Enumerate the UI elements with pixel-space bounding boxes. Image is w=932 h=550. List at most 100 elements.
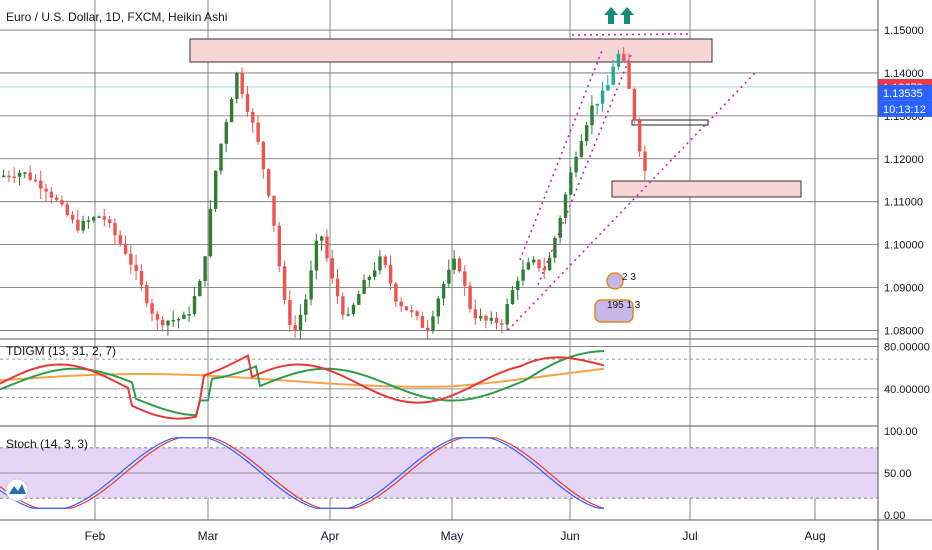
candle-body <box>145 284 149 304</box>
price-tick-label: 1.09000 <box>884 283 924 295</box>
price-pane[interactable]: 2 3 195 1 3 1.150001.140001.130001.12000… <box>0 0 932 520</box>
candle-body <box>532 259 536 263</box>
candle-body <box>351 304 356 315</box>
candle-body <box>457 258 462 272</box>
month-tick-label: Aug <box>804 529 825 543</box>
candle-body <box>293 324 297 331</box>
tradingview-logo-icon <box>5 478 29 502</box>
candle-body <box>574 156 578 173</box>
candle-body <box>49 191 54 198</box>
candle-body <box>55 197 59 201</box>
candle-body <box>643 151 647 171</box>
tdigm-green-line <box>0 350 605 417</box>
time-axis[interactable]: Feb Mar Apr May Jun Jul Aug <box>85 529 826 543</box>
candle-body <box>176 318 181 321</box>
candle-body <box>510 289 515 305</box>
candle-body <box>542 268 546 271</box>
candle-body <box>282 266 287 300</box>
candle-body <box>76 219 80 231</box>
candle-body <box>198 280 202 297</box>
candle-body <box>362 279 366 294</box>
candle-body <box>547 257 552 271</box>
candle-body <box>325 236 329 259</box>
candle-body <box>304 299 308 315</box>
candle-body <box>288 299 292 325</box>
candle-body <box>33 179 38 182</box>
month-tick-label: May <box>441 529 464 543</box>
candle-body <box>431 316 435 331</box>
candle-body <box>187 314 191 316</box>
supply-zone[interactable] <box>189 38 713 63</box>
svg-text:10:13:12: 10:13:12 <box>883 104 926 116</box>
tdigm-legend: TDIGM (13, 31, 2, 7) <box>6 344 117 358</box>
candle-body <box>632 88 637 121</box>
candle-body <box>585 125 589 142</box>
candle-body <box>436 298 440 317</box>
candle-body <box>373 270 377 277</box>
fib-label-bottom: 195 1 3 <box>607 300 641 311</box>
candle-body <box>600 90 605 104</box>
stoch-grid <box>0 447 878 499</box>
month-tick-label: Mar <box>198 529 219 543</box>
stoch-k-line <box>0 437 604 509</box>
tdigm-lines <box>0 350 605 420</box>
resistance-line[interactable] <box>631 119 709 126</box>
candles <box>2 47 647 340</box>
stoch-lines <box>0 437 605 509</box>
candle-body <box>388 264 393 284</box>
candle-body <box>420 315 425 328</box>
tdigm-grid <box>0 346 878 398</box>
svg-text:1.13535: 1.13535 <box>883 88 923 100</box>
tdigm-tick-label: 40.00000 <box>884 384 930 396</box>
candle-body <box>23 172 27 174</box>
stoch-pane[interactable]: 100.00 50.00 0.00 <box>0 426 918 522</box>
candle-body <box>526 262 531 270</box>
trend-lines[interactable] <box>507 33 757 331</box>
candle-body <box>277 225 281 267</box>
candle-body <box>404 306 409 311</box>
candle-body <box>272 195 276 226</box>
tdigm-red-line <box>0 354 605 420</box>
price-grid <box>0 0 878 520</box>
month-tick-label: Apr <box>321 529 340 543</box>
top-trend-line <box>571 33 691 36</box>
candle-body <box>627 60 631 89</box>
candle-body <box>219 143 223 171</box>
candle-body <box>357 293 361 305</box>
candle-body <box>595 103 599 106</box>
candle-body <box>521 269 525 281</box>
candle-body <box>92 217 96 221</box>
stoch-axis: 100.00 50.00 0.00 <box>884 426 918 522</box>
candle-body <box>468 285 472 310</box>
price-tick-label: 1.15000 <box>884 25 924 37</box>
candle-body <box>579 141 584 157</box>
candle-body <box>394 283 398 302</box>
tdigm-pane[interactable]: 80.00000 40.00000 <box>0 341 930 420</box>
candle-body <box>452 258 456 270</box>
price-tick-label: 1.12000 <box>884 154 924 166</box>
candle-body <box>553 237 557 258</box>
candle-body <box>494 317 499 324</box>
demand-zone[interactable] <box>611 180 802 198</box>
candle-body <box>463 271 467 286</box>
candle-body <box>622 53 626 61</box>
candle-body <box>240 72 244 95</box>
stoch-d-line <box>0 437 605 509</box>
candle-body <box>335 278 340 297</box>
price-tick-label: 1.14000 <box>884 68 924 80</box>
stoch-legend: Stoch (14, 3, 3) <box>6 437 89 451</box>
channel-upper-line <box>519 47 604 261</box>
candle-body <box>155 313 160 320</box>
candle-body <box>346 314 350 316</box>
stoch-tick-label: 100.00 <box>884 426 918 438</box>
candle-body <box>113 223 117 236</box>
candle-body <box>638 120 642 152</box>
month-tick-label: Jun <box>560 529 579 543</box>
candle-body <box>479 315 483 319</box>
arrow-up-icon <box>604 7 634 24</box>
candle-body <box>484 315 488 321</box>
price-axis[interactable]: 1.150001.140001.130001.120001.110001.100… <box>878 25 932 337</box>
candle-body <box>505 304 509 325</box>
candle-body <box>590 105 594 126</box>
candle-body <box>86 220 91 222</box>
